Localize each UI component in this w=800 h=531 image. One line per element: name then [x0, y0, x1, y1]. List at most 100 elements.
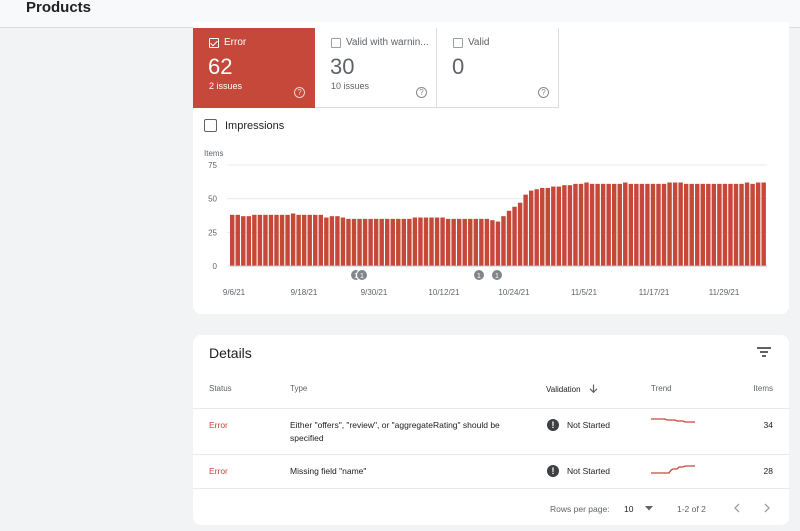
chart-bar: [318, 214, 324, 266]
checkbox-icon[interactable]: [331, 37, 341, 48]
y-tick-label: 50: [208, 195, 217, 204]
chart-bar: [611, 183, 617, 266]
table-footer: Rows per page: 10 1-2 of 2: [193, 488, 789, 525]
tile-label: Valid with warnin...: [346, 37, 429, 48]
chart-bar: [340, 217, 346, 266]
y-tick-label: 0: [213, 262, 218, 271]
chart-bar: [678, 182, 683, 266]
impressions-label: Impressions: [225, 119, 285, 132]
tile-value: 30: [330, 54, 355, 79]
chart-bar: [235, 214, 240, 266]
chart-bar: [667, 182, 672, 266]
chart-bar: [479, 218, 484, 266]
chart-bar: [540, 187, 545, 266]
checkbox-icon[interactable]: [453, 37, 463, 48]
chart-bar: [706, 183, 711, 266]
chart-bar: [418, 217, 423, 266]
column-header-status[interactable]: Status: [209, 384, 232, 393]
chart-bar: [600, 183, 606, 266]
annotation-label: 1: [360, 273, 364, 280]
chart-bar: [556, 186, 562, 266]
chart-bar: [462, 218, 467, 266]
annotation-label: 1: [477, 273, 481, 280]
table-row[interactable]: Error Either "offers", "review", or "agg…: [193, 408, 789, 454]
chart-bar: [700, 183, 705, 266]
items-bar-chart: Items 75 50 25 0 9/6/21 9/18/21 9/30/21 10/12/21…: [204, 149, 767, 297]
chart-bar: [434, 217, 440, 266]
column-header-trend[interactable]: Trend: [651, 384, 672, 393]
chart-bar: [517, 202, 523, 266]
chart-bar: [589, 183, 595, 266]
items-cell: 34: [763, 420, 773, 430]
chevron-left-icon[interactable]: [733, 503, 741, 513]
chart-bar: [683, 183, 689, 266]
x-tick-label: 9/30/21: [361, 288, 388, 297]
chart-bar: [230, 214, 235, 266]
impressions-toggle[interactable]: Impressions: [204, 119, 284, 132]
chart-bar: [390, 218, 395, 266]
chart-bar: [285, 214, 290, 266]
chart-bar: [562, 185, 567, 266]
status-tiles: Error 62 2 issues ? Valid with warnin...…: [193, 28, 559, 108]
chart-bar: [241, 216, 246, 266]
tile-error[interactable]: Error 62 2 issues ?: [193, 28, 315, 108]
chart-bar: [739, 183, 744, 266]
chart-bar: [645, 183, 650, 266]
chart-bar: [606, 183, 611, 266]
chart-bar: [628, 183, 634, 266]
chart-bar: [551, 186, 556, 266]
chart-bar: [490, 220, 495, 266]
tile-subtext: 10 issues: [331, 81, 370, 91]
details-card: Details Status Type Validation Trend Ite…: [193, 335, 789, 525]
chart-bar: [296, 214, 301, 266]
chart-bar: [468, 218, 473, 266]
table-row[interactable]: Error Missing field "name" ! Not Started…: [193, 454, 789, 488]
chart-bar: [385, 218, 390, 266]
alert-icon: !: [547, 465, 559, 477]
column-header-type[interactable]: Type: [290, 384, 308, 393]
chart-bar: [567, 185, 573, 266]
tile-value: 62: [208, 54, 233, 79]
chart-bar: [274, 214, 279, 266]
type-cell: Either "offers", "review", or "aggregate…: [290, 420, 500, 443]
chart-bar: [346, 218, 351, 266]
y-tick-label: 75: [208, 161, 217, 170]
x-tick-label: 9/18/21: [291, 288, 318, 297]
tile-value: 0: [452, 54, 465, 79]
dropdown-arrow-icon: [644, 506, 653, 511]
items-cell: 28: [763, 466, 773, 476]
page-title: Products: [26, 0, 92, 16]
annotation-label: 1: [495, 273, 499, 280]
chart-bar: [324, 217, 329, 266]
filter-icon[interactable]: [757, 346, 771, 358]
chart-bar: [711, 183, 717, 266]
chart-bar: [728, 183, 733, 266]
help-icon[interactable]: ?: [416, 87, 427, 98]
y-tick-label: 25: [208, 228, 217, 237]
tile-valid-with-warnings[interactable]: Valid with warnin... 30 10 issues ?: [315, 28, 437, 108]
checkbox-checked-icon[interactable]: [209, 37, 219, 48]
rows-per-page-select[interactable]: 10: [624, 504, 653, 514]
chart-bar: [407, 218, 412, 266]
arrow-down-icon: [589, 384, 598, 394]
chart-bar: [357, 218, 362, 266]
column-header-items[interactable]: Items: [753, 384, 773, 393]
help-icon[interactable]: ?: [294, 87, 305, 98]
annotation-label: 1: [354, 273, 358, 280]
column-header-validation[interactable]: Validation: [546, 384, 598, 394]
chart-bar: [423, 217, 429, 266]
checkbox-icon[interactable]: [204, 119, 217, 132]
chart-bar: [268, 214, 274, 266]
chart-bar: [545, 187, 550, 266]
chart-bar: [534, 189, 539, 266]
help-icon[interactable]: ?: [538, 87, 549, 98]
tile-valid[interactable]: Valid 0 ?: [437, 28, 559, 108]
chart-bar: [578, 183, 584, 266]
chart-bar: [301, 214, 307, 266]
annotation-marker: [473, 269, 485, 281]
chart-bar: [313, 214, 318, 266]
chart-bar: [717, 183, 722, 266]
chevron-right-icon[interactable]: [763, 503, 771, 513]
chart-bar: [617, 183, 622, 266]
pagination-range: 1-2 of 2: [677, 504, 706, 514]
